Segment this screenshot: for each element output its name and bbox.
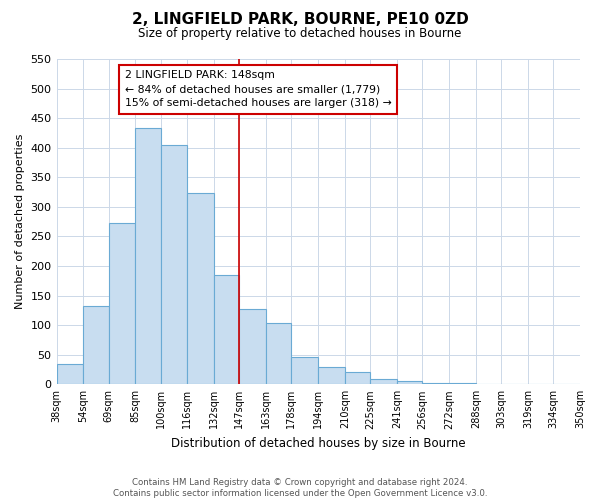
Bar [56, 364, 83, 384]
Bar [318, 366, 345, 384]
Bar [214, 276, 239, 384]
Bar [266, 323, 292, 384]
X-axis label: Distribution of detached houses by size in Bourne: Distribution of detached houses by size … [171, 437, 466, 450]
Bar [83, 306, 109, 384]
Text: Size of property relative to detached houses in Bourne: Size of property relative to detached ho… [139, 28, 461, 40]
Bar [109, 224, 136, 384]
Y-axis label: Number of detached properties: Number of detached properties [15, 134, 25, 310]
Bar [449, 383, 476, 384]
Bar [292, 357, 318, 384]
Text: Contains HM Land Registry data © Crown copyright and database right 2024.
Contai: Contains HM Land Registry data © Crown c… [113, 478, 487, 498]
Text: 2 LINGFIELD PARK: 148sqm
← 84% of detached houses are smaller (1,779)
15% of sem: 2 LINGFIELD PARK: 148sqm ← 84% of detach… [125, 70, 391, 108]
Bar [187, 194, 214, 384]
Bar [422, 382, 449, 384]
Bar [345, 372, 370, 384]
Text: 2, LINGFIELD PARK, BOURNE, PE10 0ZD: 2, LINGFIELD PARK, BOURNE, PE10 0ZD [131, 12, 469, 28]
Bar [370, 379, 397, 384]
Bar [161, 145, 187, 384]
Bar [239, 308, 266, 384]
Bar [136, 128, 161, 384]
Bar [397, 381, 422, 384]
